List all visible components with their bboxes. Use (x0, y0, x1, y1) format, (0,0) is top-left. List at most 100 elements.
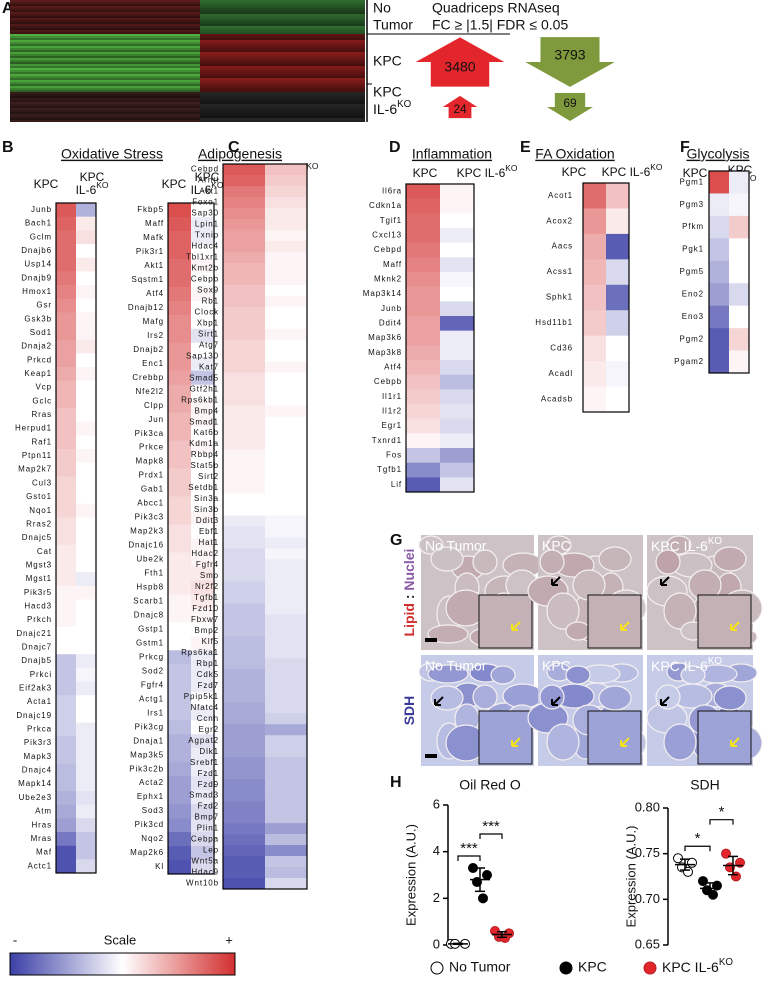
gene-label: Map2k3 (130, 527, 164, 536)
overview-stripe (200, 44, 365, 46)
gene-label: Eno2 (682, 290, 704, 299)
gene-label: Tgif1 (380, 216, 402, 225)
gene-label: Smo (200, 571, 219, 580)
heat-cell (56, 722, 76, 737)
gene-label: Acss1 (547, 267, 573, 276)
heat-cell (56, 599, 76, 614)
overview-stripe (200, 22, 365, 24)
heat-cell (191, 524, 214, 539)
y-tick-label: 0.75 (635, 845, 660, 860)
gene-label: Wnt5a (191, 857, 219, 866)
heat-cell (76, 380, 96, 395)
heat-cell (606, 310, 629, 336)
heat-cell (168, 412, 191, 427)
gene-label: Lif (391, 480, 402, 489)
heat-cell (265, 867, 307, 879)
overview-stripe (200, 76, 365, 78)
overview-stripe (200, 66, 365, 68)
gene-label: Maf (36, 848, 52, 857)
gene-label: Setdb1 (188, 483, 219, 492)
gene-label: Mafg (143, 317, 164, 326)
heat-cell (729, 328, 749, 351)
gene-label: Pfkm (682, 222, 704, 231)
heat-cell (191, 580, 214, 595)
heat-cell (223, 284, 265, 297)
heat-cell (56, 244, 76, 258)
inset (587, 594, 642, 649)
arrow-marker (551, 696, 561, 706)
heat-cell (709, 305, 729, 329)
gene-label: Hdac9 (191, 868, 219, 877)
heat-cell (168, 762, 191, 777)
overview-stripe (200, 62, 365, 64)
heat-cell (191, 272, 214, 288)
fiber (598, 685, 632, 711)
significance-label: * (719, 804, 725, 821)
overview-stripe (10, 48, 200, 50)
heat-cell (223, 196, 265, 209)
heat-cell (265, 768, 307, 780)
fiber (490, 665, 516, 685)
heat-cell (76, 831, 96, 846)
overview-stripe (10, 118, 200, 120)
heat-cell (265, 625, 307, 637)
overview-stripe (10, 2, 200, 4)
heat-cell (168, 244, 191, 260)
heat-cell (168, 384, 191, 400)
overview-stripe (200, 78, 365, 80)
gene-label: Egr1 (382, 421, 403, 430)
heat-cell (191, 203, 214, 218)
heat-cell (265, 493, 307, 505)
heat-cell (223, 680, 265, 692)
gene-label: Pgm1 (680, 177, 705, 186)
heat-cell (191, 776, 214, 791)
heat-cell (265, 317, 307, 330)
heat-cell (223, 449, 265, 461)
heat-cell (56, 626, 76, 641)
overview-stripe (200, 48, 365, 50)
heat-cell (406, 360, 440, 375)
heat-cell (168, 622, 191, 637)
heat-cell (191, 804, 214, 819)
heat-cell (265, 240, 307, 253)
heat-cell (440, 272, 474, 287)
gene-label: Kmt2b (191, 263, 219, 272)
heat-cell (223, 207, 265, 220)
heat-cell (583, 386, 606, 413)
row-label: SDH (401, 696, 417, 726)
y-tick-label: 0 (433, 936, 440, 951)
heat-cell (583, 208, 606, 235)
gene-label: Dnajb6 (21, 246, 52, 255)
gene-label: Cdk5 (197, 670, 219, 679)
overview-stripe (200, 114, 365, 116)
heat-cell (76, 708, 96, 723)
y-tick-label: 2 (433, 890, 440, 905)
heat-cell (191, 398, 214, 413)
heat-cell (265, 823, 307, 835)
heat-cell (76, 626, 96, 641)
gene-label: Hacd3 (24, 601, 52, 610)
heat-cell (191, 832, 214, 847)
heat-cell (223, 669, 265, 681)
heat-cell (56, 408, 76, 423)
gene-label: Sod1 (30, 328, 52, 337)
heat-cell (223, 757, 265, 769)
heat-cell (76, 421, 96, 436)
gene-label: Rras (32, 410, 53, 419)
gene-label: Dnajb5 (21, 656, 52, 665)
heat-cell (56, 230, 76, 245)
heat-cell (440, 330, 474, 346)
gene-label: Nfe2l2 (135, 387, 164, 396)
gene-label: Acta1 (27, 697, 52, 706)
heat-cell (265, 735, 307, 747)
gene-label: Dnajc7 (22, 642, 52, 651)
panel-title: Adipogenesis (198, 146, 282, 162)
heat-cell (406, 433, 440, 449)
overview-stripe (200, 8, 365, 10)
heat-cell (191, 482, 214, 497)
overview-stripe (10, 120, 200, 122)
heat-cell (440, 477, 474, 493)
heat-cell (56, 216, 76, 231)
heat-cell (56, 804, 76, 819)
overview-stripe (200, 106, 365, 108)
